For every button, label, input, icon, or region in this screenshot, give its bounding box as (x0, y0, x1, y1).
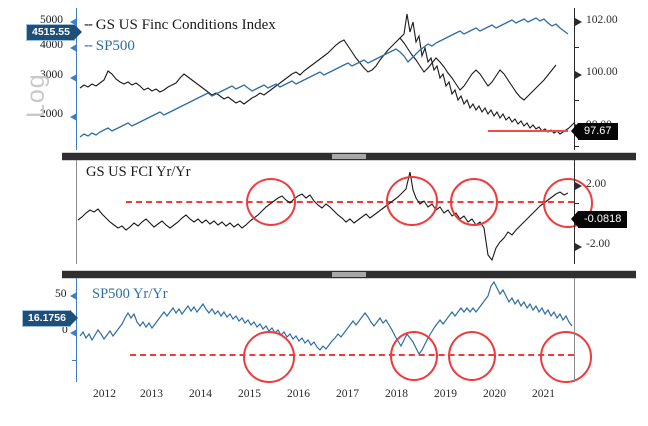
price-panel[interactable]: 5000 4000 3000 2000 Log 4515.55 -- GS US… (0, 0, 648, 150)
bot-circle-1 (243, 331, 295, 383)
mid-right-tick-neg2 (575, 243, 582, 251)
top-left-tick-2000 (70, 113, 77, 121)
legend-fci[interactable]: -- GS US Finc Conditions Index (84, 16, 276, 34)
x-label-2015: 2015 (238, 388, 261, 400)
sp500-yoy-panel[interactable]: 50 0 16.1756 SP500 Yr/Yr (0, 278, 648, 383)
top-panel-plot (79, 13, 576, 138)
x-label-2017: 2017 (336, 388, 359, 400)
top-left-label-5000: 5000 (40, 14, 63, 26)
top-right-tick-minor-3 (575, 146, 579, 147)
bot-right-axis[interactable] (574, 278, 575, 382)
top-right-tick-102 (575, 18, 582, 26)
legend-sp500-label: SP500 (95, 38, 135, 54)
bot-left-tick-0 (70, 329, 77, 337)
mid-circle-2 (386, 176, 438, 226)
x-label-2016: 2016 (287, 388, 310, 400)
fci-yoy-series-line (77, 171, 569, 262)
mid-panel-reference-line (126, 201, 574, 203)
x-label-2013: 2013 (140, 388, 163, 400)
top-left-label-3000: 3000 (40, 69, 63, 81)
legend-dash-icon: -- (84, 37, 93, 54)
fci-series-line (79, 37, 557, 105)
splitter-grip-icon (332, 272, 366, 277)
legend-fci-label: GS US Finc Conditions Index (95, 17, 276, 33)
pane-splitter-top[interactable] (62, 152, 636, 161)
mid-right-tick-minor-1 (575, 203, 579, 204)
top-right-label-102: 102.00 (586, 14, 618, 26)
legend-sp500[interactable]: -- SP500 (84, 37, 135, 55)
mid-circle-1 (246, 178, 296, 226)
mid-right-tick-2 (575, 182, 582, 190)
mid-circle-4 (543, 178, 593, 228)
sp500-yoy-series-line (79, 280, 573, 356)
bot-panel-reference-line (130, 354, 574, 356)
top-panel-reference-line (488, 130, 568, 132)
mid-circle-3 (450, 178, 498, 226)
fci-current-value-badge[interactable]: 97.67 (571, 123, 618, 140)
top-left-label-2000: 2000 (40, 108, 63, 120)
mid-panel-plot (77, 171, 569, 262)
bot-left-tick-50 (70, 292, 77, 300)
bot-left-label-0: 0 (62, 324, 68, 336)
sp500-yoy-current-value-badge[interactable]: 16.1756 (22, 310, 78, 327)
bot-circle-2 (390, 331, 438, 381)
x-label-2020: 2020 (483, 388, 506, 400)
sp500-current-value-badge[interactable]: 4515.55 (26, 24, 82, 41)
top-right-tick-100 (575, 71, 582, 79)
legend-dash-icon: -- (84, 16, 93, 33)
splitter-grip-icon (332, 154, 366, 159)
top-right-tick-minor-1 (575, 47, 579, 48)
bot-left-tick-minor-1 (72, 360, 76, 361)
top-right-axis[interactable] (574, 8, 575, 150)
fci-yoy-panel[interactable]: GS US FCI Yr/Yr 2.00 -2.00 -0.0818 (0, 160, 648, 264)
x-label-2014: 2014 (189, 388, 212, 400)
top-left-tick-4000 (70, 44, 77, 52)
top-left-tick-5000 (70, 18, 77, 26)
x-label-2018: 2018 (385, 388, 408, 400)
mid-panel-title: GS US FCI Yr/Yr (86, 164, 191, 180)
bot-panel-title: SP500 Yr/Yr (92, 286, 168, 302)
top-right-tick-minor-2 (575, 100, 579, 101)
top-left-label-4000: 4000 (40, 39, 63, 51)
sp500-series-line (79, 17, 569, 138)
mid-right-label-neg2: -2.00 (586, 238, 610, 250)
x-label-2012: 2012 (93, 388, 116, 400)
x-label-2019: 2019 (434, 388, 457, 400)
top-left-tick-3000 (70, 74, 77, 82)
bot-left-label-50: 50 (55, 288, 67, 300)
pane-splitter-bottom[interactable] (62, 270, 636, 279)
top-right-label-100: 100.00 (586, 66, 618, 78)
bot-panel-plot (79, 280, 573, 356)
x-label-2021: 2021 (532, 388, 555, 400)
fci-yoy-current-value-badge[interactable]: -0.0818 (570, 211, 628, 228)
bot-circle-3 (448, 331, 496, 381)
bot-circle-4 (540, 331, 592, 383)
mid-left-axis[interactable] (76, 160, 77, 264)
x-axis-labels: 2012 2013 2014 2015 2016 2017 2018 2019 … (0, 388, 648, 408)
mid-right-label-2: 2.00 (586, 178, 607, 190)
